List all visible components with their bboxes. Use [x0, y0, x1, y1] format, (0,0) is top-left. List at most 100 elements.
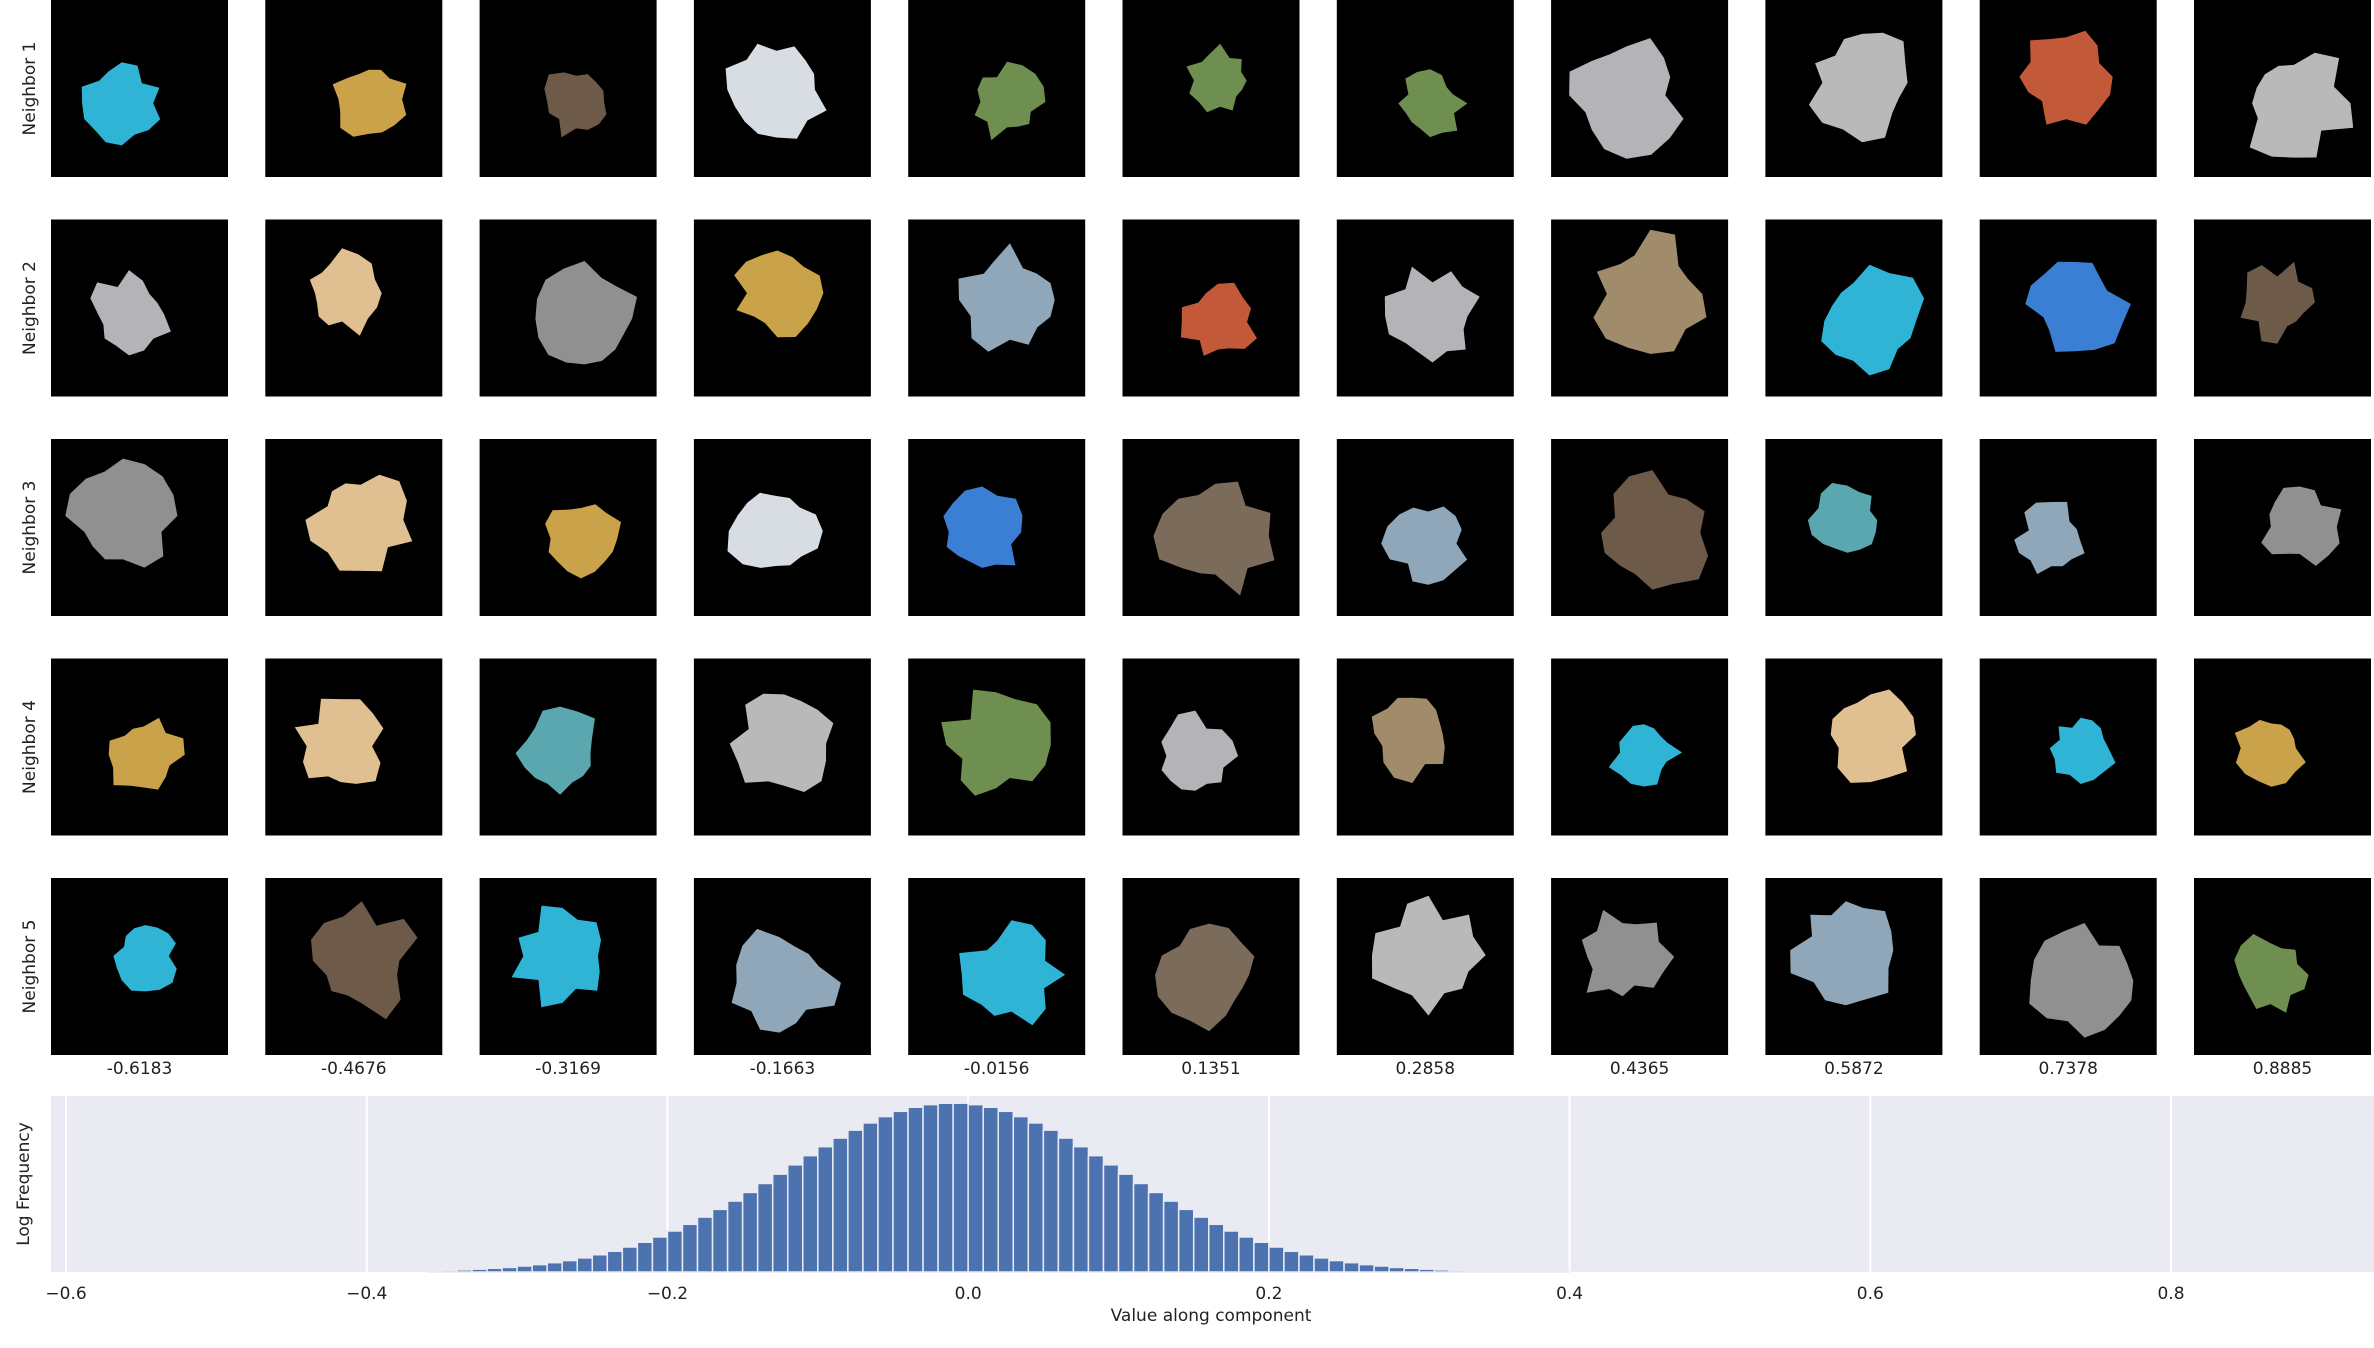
bar: [667, 1231, 682, 1272]
bar: [1269, 1247, 1284, 1272]
bar: [1239, 1237, 1254, 1272]
row-label: Neighbor 5: [20, 920, 40, 1014]
bar: [908, 1107, 923, 1272]
bar: [1419, 1269, 1434, 1272]
row-label: Neighbor 3: [20, 481, 40, 575]
bar: [983, 1107, 998, 1272]
bar: [1434, 1270, 1449, 1272]
bar: [1013, 1117, 1028, 1272]
bar: [607, 1251, 622, 1272]
bar: [1329, 1261, 1344, 1272]
bar: [1374, 1266, 1389, 1272]
bar: [1404, 1268, 1419, 1272]
bar: [803, 1156, 818, 1272]
column-value-label: -0.1663: [750, 1059, 816, 1079]
bar: [1314, 1258, 1329, 1272]
bar: [923, 1105, 938, 1272]
x-tick-label: 0.4: [1556, 1284, 1583, 1304]
bar: [1179, 1209, 1194, 1272]
x-axis-label: Value along component: [1111, 1306, 1312, 1326]
bar: [502, 1267, 517, 1272]
bar: [998, 1111, 1013, 1272]
bar: [773, 1174, 788, 1272]
y-axis-label: Log Frequency: [14, 1122, 34, 1246]
bar: [637, 1242, 652, 1272]
x-tick-label: 0.0: [955, 1284, 982, 1304]
bar: [592, 1255, 607, 1272]
bar: [457, 1270, 472, 1272]
bar: [1464, 1271, 1479, 1272]
column-value-label: 0.8885: [2253, 1059, 2312, 1079]
bar: [1479, 1271, 1494, 1272]
bar: [517, 1266, 532, 1272]
bar: [427, 1271, 442, 1272]
bar: [1509, 1271, 1524, 1272]
x-tick-label: −0.4: [346, 1284, 387, 1304]
bar: [1344, 1263, 1359, 1272]
column-value-label: 0.5872: [1824, 1059, 1883, 1079]
column-value-label: 0.2858: [1396, 1059, 1455, 1079]
bar: [1134, 1183, 1149, 1272]
bar: [848, 1130, 863, 1272]
row-label: Neighbor 4: [20, 700, 40, 794]
bar: [622, 1247, 637, 1272]
column-value-label: 0.1351: [1181, 1059, 1240, 1079]
column-value-label: -0.6183: [107, 1059, 173, 1079]
bar: [472, 1269, 487, 1272]
bar: [1088, 1156, 1103, 1272]
bar: [953, 1103, 968, 1272]
bar: [938, 1103, 953, 1272]
bar: [758, 1183, 773, 1272]
bar: [698, 1217, 713, 1272]
bar: [1224, 1231, 1239, 1272]
x-tick-label: −0.6: [45, 1284, 86, 1304]
bar: [818, 1147, 833, 1272]
bar: [893, 1111, 908, 1272]
bar: [442, 1270, 457, 1272]
x-tick-label: 0.6: [1857, 1284, 1884, 1304]
bar: [487, 1268, 502, 1272]
column-value-label: -0.3169: [535, 1059, 601, 1079]
bar: [1194, 1217, 1209, 1272]
column-value-label: -0.4676: [321, 1059, 387, 1079]
bar: [968, 1105, 983, 1272]
bar: [1164, 1201, 1179, 1272]
bar: [577, 1258, 592, 1272]
x-tick-label: 0.8: [2157, 1284, 2184, 1304]
bar: [743, 1192, 758, 1272]
bar: [652, 1237, 667, 1272]
bar: [1028, 1123, 1043, 1272]
column-value-label: 0.7378: [2038, 1059, 2097, 1079]
bar: [682, 1224, 697, 1272]
bar: [1284, 1251, 1299, 1272]
x-tick-label: 0.2: [1255, 1284, 1282, 1304]
bar: [863, 1123, 878, 1272]
column-value-label: -0.0156: [964, 1059, 1030, 1079]
bar: [728, 1201, 743, 1272]
bar: [1043, 1130, 1058, 1272]
bar: [1058, 1138, 1073, 1272]
bar: [833, 1138, 848, 1272]
bar: [713, 1209, 728, 1272]
bar: [1449, 1270, 1464, 1272]
bar: [1494, 1271, 1509, 1272]
row-label: Neighbor 1: [20, 42, 40, 136]
bar: [788, 1165, 803, 1272]
x-tick-label: −0.2: [647, 1284, 688, 1304]
row-label: Neighbor 2: [20, 261, 40, 355]
bar: [562, 1261, 577, 1272]
bar: [1359, 1265, 1374, 1272]
bar: [1103, 1165, 1118, 1272]
bar: [1299, 1255, 1314, 1272]
bar: [1149, 1192, 1164, 1272]
bar: [547, 1263, 562, 1272]
bar: [1073, 1147, 1088, 1272]
bar: [1209, 1224, 1224, 1272]
column-value-label: 0.4365: [1610, 1059, 1669, 1079]
bar: [532, 1265, 547, 1272]
bar: [878, 1117, 893, 1272]
bar: [1389, 1267, 1404, 1272]
bar: [1254, 1242, 1269, 1272]
bar: [1119, 1174, 1134, 1272]
